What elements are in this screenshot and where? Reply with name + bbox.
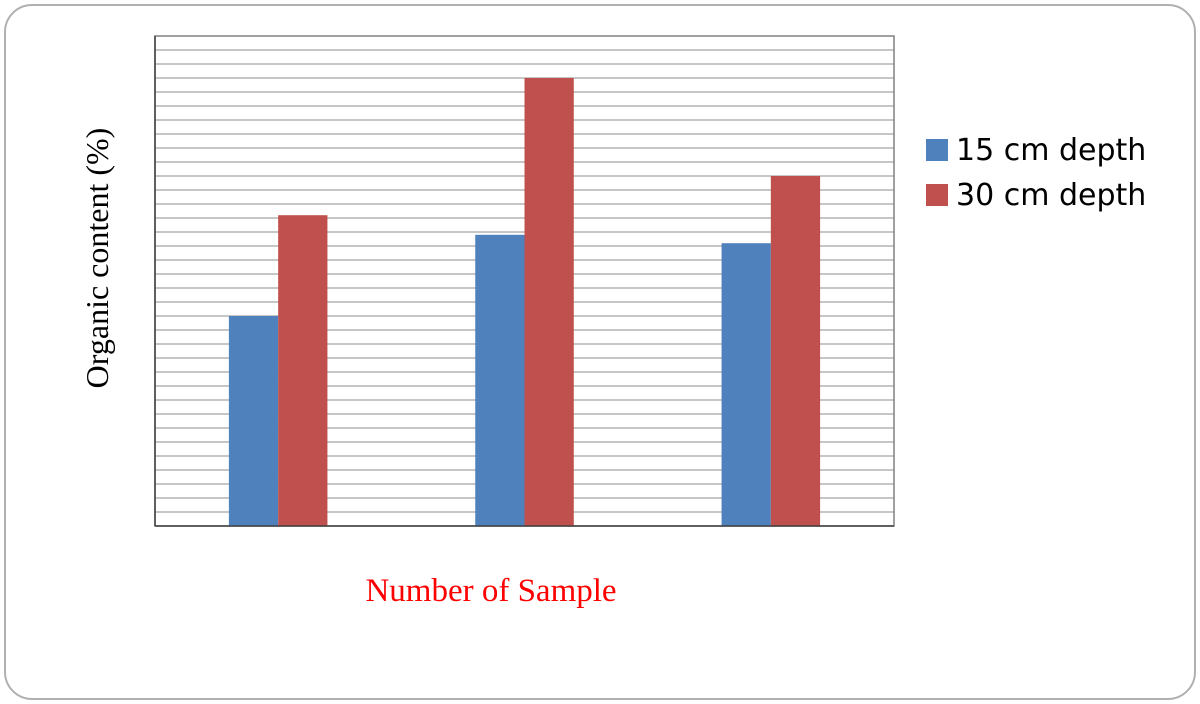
legend-label-15cm: 15 cm depth: [956, 133, 1146, 168]
bar-series2-sample1: [278, 215, 328, 526]
bar-series1-sample2: [475, 234, 525, 527]
bar-series1-sample1: [228, 316, 279, 526]
y-axis-title: Organic content (%): [79, 128, 115, 389]
x-axis-title: Number of Sample: [365, 573, 616, 609]
bar-series2-sample2: [524, 78, 574, 526]
bar-series1-sample3: [721, 243, 771, 526]
legend: 15 cm depth 30 cm depth: [926, 133, 1146, 213]
bar-series2-sample3: [770, 176, 821, 526]
legend-swatch-30cm: [926, 184, 948, 206]
legend-swatch-15cm: [926, 139, 948, 161]
legend-label-30cm: 30 cm depth: [956, 178, 1146, 213]
bars: [228, 78, 821, 527]
